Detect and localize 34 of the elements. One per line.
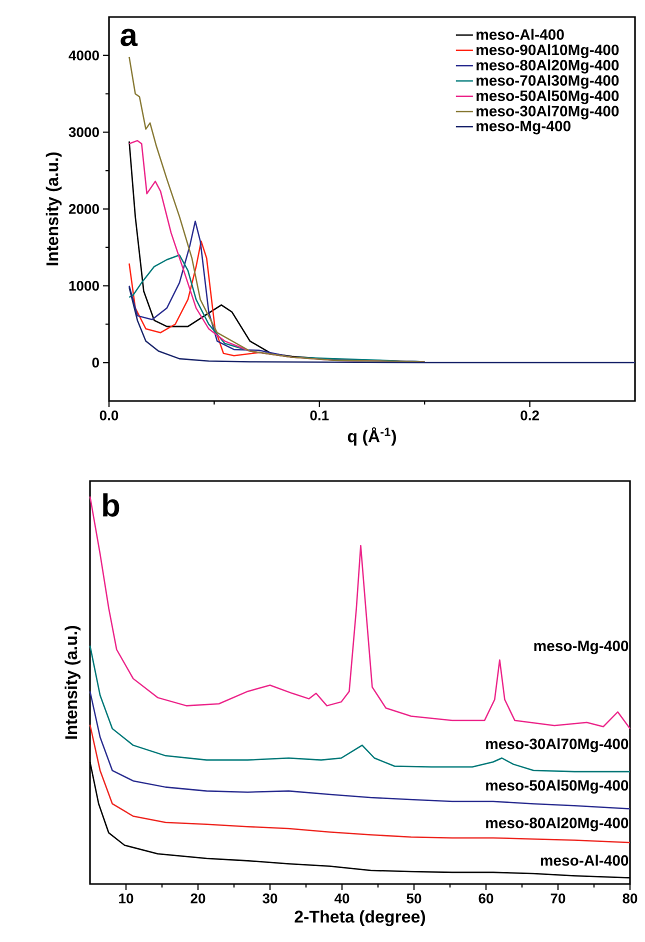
series-label: meso-Al-400 bbox=[540, 854, 628, 866]
y-tick-label: 3000 bbox=[68, 127, 99, 138]
x-tick-label: 30 bbox=[262, 893, 278, 904]
x-tick-label: 0.2 bbox=[520, 410, 539, 420]
y-tick-label: 1000 bbox=[69, 280, 99, 291]
legend-label: meso-30Al70Mg-400 bbox=[476, 105, 619, 120]
series-label: meso-80Al20Mg-400 bbox=[486, 817, 628, 832]
y-tick-label: 4000 bbox=[68, 50, 99, 60]
y-axis-title: Intensity (a.u.) bbox=[64, 626, 81, 739]
x-tick-label: 50 bbox=[406, 893, 422, 904]
x-tick-label: 0.1 bbox=[310, 410, 329, 420]
x-tick-label: 0.0 bbox=[100, 410, 118, 420]
x-tick-label: 20 bbox=[190, 893, 206, 904]
x-tick-label: 80 bbox=[622, 893, 638, 904]
legend-label: meso-50Al50Mg-400 bbox=[476, 90, 619, 104]
x-tick-label: 70 bbox=[550, 893, 566, 904]
annotation: b bbox=[103, 493, 120, 517]
series-label: meso-50Al50Mg-400 bbox=[486, 780, 628, 794]
y-tick-label: 2000 bbox=[68, 204, 99, 214]
x-axis-title: q (Å$^{-1}$) bbox=[348, 427, 396, 446]
y-tick-label: 0 bbox=[92, 358, 99, 368]
legend-label: meso-70Al30Mg-400 bbox=[476, 74, 619, 89]
series-label: meso-30Al70Mg-400 bbox=[486, 738, 628, 752]
x-tick-label: 40 bbox=[334, 893, 350, 904]
x-tick-label: 60 bbox=[478, 893, 494, 904]
text: meso-Mg-400 bbox=[534, 640, 628, 654]
legend-label: meso-Al-400 bbox=[476, 28, 564, 40]
legend-label: meso-80Al20Mg-400 bbox=[476, 59, 619, 74]
legend-label: meso-Mg-400 bbox=[476, 120, 570, 134]
x-axis-title: 2-Theta (degree) bbox=[294, 910, 426, 926]
y-axis-title: Intensity (a.u.) bbox=[46, 152, 62, 266]
x-tick-label: 10 bbox=[119, 893, 134, 904]
annotation: a bbox=[120, 28, 138, 46]
legend-label: meso-90Al10Mg-400 bbox=[476, 44, 619, 58]
